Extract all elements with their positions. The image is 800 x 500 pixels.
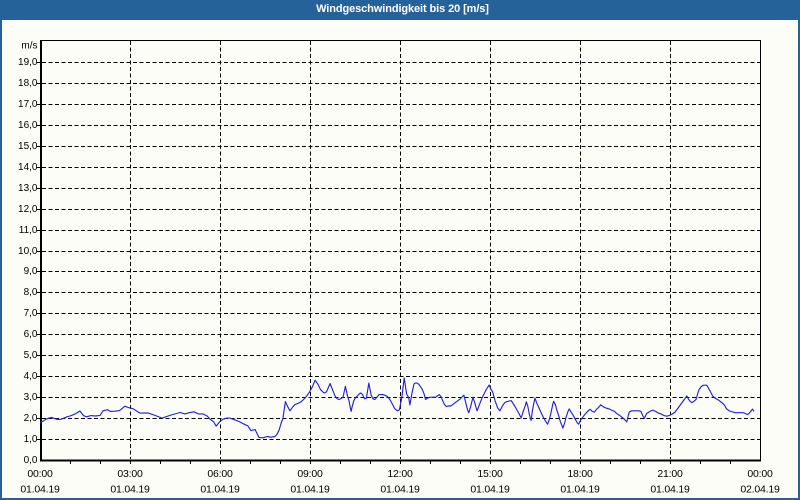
svg-text:11,0: 11,0 [19,225,38,236]
svg-text:01.04.19: 01.04.19 [470,484,510,496]
svg-text:15:00: 15:00 [477,468,503,480]
svg-text:14,0: 14,0 [18,162,38,173]
svg-text:01.04.19: 01.04.19 [650,484,690,496]
svg-text:00:00: 00:00 [27,468,53,480]
svg-text:3,0: 3,0 [24,392,38,403]
svg-text:21:00: 21:00 [657,468,683,480]
svg-text:03:00: 03:00 [117,468,143,480]
svg-text:m/s: m/s [21,41,37,52]
svg-text:5,0: 5,0 [24,350,38,361]
svg-text:01.04.19: 01.04.19 [20,484,60,496]
svg-text:01.04.19: 01.04.19 [560,484,600,496]
svg-text:19,0: 19,0 [18,57,38,68]
svg-text:06:00: 06:00 [207,468,233,480]
svg-text:4,0: 4,0 [24,371,38,382]
svg-text:09:00: 09:00 [297,468,323,480]
svg-text:01.04.19: 01.04.19 [200,484,240,496]
svg-text:01.04.19: 01.04.19 [110,484,150,496]
svg-text:12,0: 12,0 [18,204,38,215]
svg-text:18:00: 18:00 [567,468,593,480]
svg-text:9,0: 9,0 [24,266,38,277]
svg-text:18,0: 18,0 [18,78,38,89]
svg-text:1,0: 1,0 [24,434,38,445]
svg-text:17,0: 17,0 [18,99,38,110]
svg-text:0,0: 0,0 [24,455,38,466]
svg-text:7,0: 7,0 [24,308,38,319]
svg-text:2,0: 2,0 [24,413,38,424]
svg-text:01.04.19: 01.04.19 [290,484,330,496]
svg-text:10,0: 10,0 [18,246,38,257]
svg-text:Windgeschwindigkeit bis 20 [m/: Windgeschwindigkeit bis 20 [m/s] [316,3,489,15]
svg-text:6,0: 6,0 [24,329,38,340]
svg-text:01.04.19: 01.04.19 [380,484,420,496]
svg-text:8,0: 8,0 [24,287,38,298]
svg-text:15,0: 15,0 [18,141,38,152]
svg-text:00:00: 00:00 [747,468,773,480]
svg-text:13,0: 13,0 [18,183,38,194]
svg-text:02.04.19: 02.04.19 [740,484,780,496]
svg-text:12:00: 12:00 [387,468,413,480]
svg-text:16,0: 16,0 [18,120,38,131]
